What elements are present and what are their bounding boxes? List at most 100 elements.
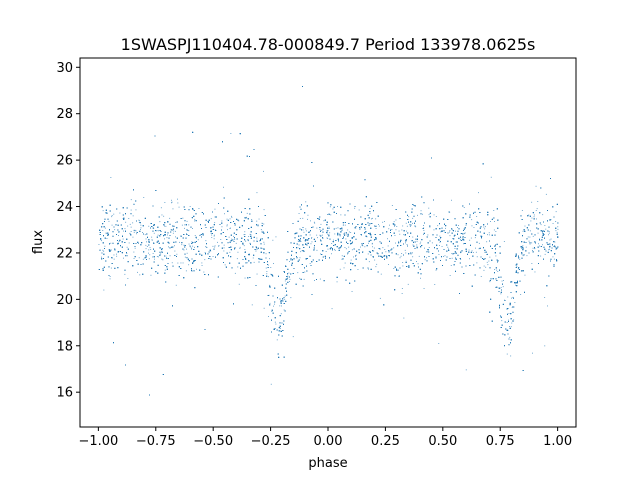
data-point [160,207,162,209]
data-point [485,266,487,268]
data-point [557,226,559,228]
data-point [243,245,245,247]
data-point [195,237,197,239]
data-point [145,248,147,250]
data-point [509,336,511,338]
data-point [171,199,172,201]
data-point [345,248,347,250]
data-point [415,226,417,228]
data-point [549,239,551,241]
data-point [218,245,220,247]
data-point [382,221,384,223]
data-point [378,224,379,225]
data-point [150,249,152,250]
data-point [449,231,450,233]
data-point [344,247,346,248]
data-point [148,249,150,251]
data-point [100,239,102,241]
data-point [350,232,352,233]
data-point [358,209,360,211]
data-point [327,214,328,215]
data-point [345,234,347,236]
data-point [391,229,393,230]
data-point [194,218,196,220]
data-point [275,236,277,238]
data-point [475,247,476,249]
data-point [103,289,105,291]
data-point [422,213,423,215]
data-point [555,211,557,213]
data-point [502,286,504,288]
data-point [300,251,302,253]
data-point [458,225,459,226]
data-point [237,251,239,253]
data-point [124,228,126,230]
data-point [524,225,526,227]
data-point [399,233,401,235]
data-point [500,293,502,295]
data-point [157,256,159,258]
data-point [372,217,373,219]
data-point [175,236,176,238]
data-point [234,238,236,240]
data-point [515,284,516,286]
data-point [348,235,349,237]
data-point [298,240,300,242]
data-point [156,256,158,257]
data-point [379,241,381,243]
data-point [553,258,555,260]
data-point [283,309,285,311]
data-point [280,327,281,329]
data-point [261,232,263,233]
data-point [429,226,431,228]
data-point [362,245,364,247]
data-point [548,232,550,234]
data-point [316,234,318,236]
data-point [470,237,472,239]
data-point [224,213,225,215]
data-point [396,226,398,227]
data-point [259,240,261,242]
data-point [137,271,138,273]
data-point [327,230,329,231]
data-point [192,228,193,229]
data-point [316,227,318,229]
data-point [483,226,485,228]
data-point [145,238,147,240]
data-point [357,269,359,270]
data-point [164,238,165,240]
data-point [214,229,216,231]
data-point [103,250,105,252]
data-point [226,224,228,226]
data-point [339,268,341,270]
data-point [517,268,519,270]
data-point [265,267,267,269]
data-point [495,286,496,288]
data-point [269,258,270,260]
data-point [229,251,231,253]
data-point [457,227,458,228]
data-point [366,236,368,238]
data-point [428,214,430,216]
data-point [526,255,528,257]
data-point [271,311,273,312]
data-point [402,262,404,263]
data-point [223,244,225,246]
data-point [376,263,378,265]
data-point [130,231,132,232]
data-point [337,227,339,229]
data-point [148,225,150,227]
data-point [269,302,271,304]
data-point [297,272,299,274]
data-point [272,239,274,241]
data-point [269,284,271,286]
data-point [171,202,172,204]
data-point [536,208,538,210]
data-point [133,231,135,233]
data-point [549,248,550,250]
data-point [514,302,516,303]
data-point [406,225,408,227]
data-point [261,223,263,224]
data-point [351,249,353,251]
data-point [245,251,246,253]
